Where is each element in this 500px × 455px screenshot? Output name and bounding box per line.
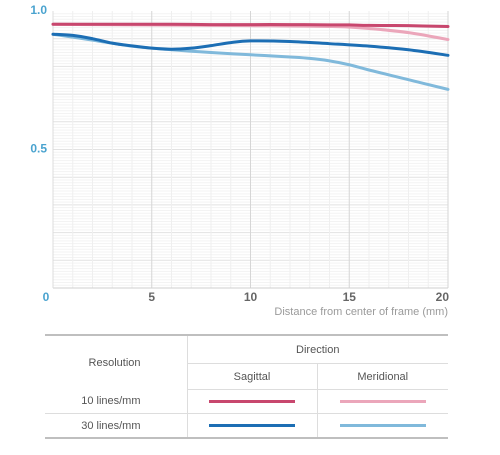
mtf-chart: 0.5 1.0 0 5 10 15 20 Distance from center of f… bbox=[30, 3, 450, 318]
chart-series bbox=[51, 22, 450, 91]
chart-ticks: 0.5 1.0 0 5 10 15 20 bbox=[30, 3, 449, 304]
x-tick-label: 10 bbox=[244, 290, 258, 304]
direction-header: Direction bbox=[187, 334, 448, 364]
legend-swatch-30-meridional bbox=[339, 424, 426, 428]
x-axis-label: Distance from center of frame (mm) bbox=[274, 306, 448, 318]
legend-swatch-10-meridional bbox=[339, 400, 426, 404]
x-tick-label: 0 bbox=[43, 290, 50, 304]
y-tick-label: 0.5 bbox=[30, 142, 47, 156]
legend-row-label: 10 lines/mm bbox=[45, 389, 188, 414]
x-tick-label: 20 bbox=[436, 290, 450, 304]
series-line-30-lines-mm-sagittal bbox=[51, 32, 450, 57]
legend-swatch-30-sagittal bbox=[209, 424, 295, 428]
legend-swatch-10-sagittal bbox=[209, 400, 295, 404]
y-tick-label: 1.0 bbox=[30, 3, 47, 17]
legend-row-30: 30 lines/mm bbox=[45, 413, 448, 439]
meridional-header: Meridional bbox=[317, 363, 448, 390]
chart-grid bbox=[52, 11, 449, 289]
resolution-header: Resolution bbox=[45, 334, 188, 390]
legend-table: Resolution Direction Sagittal Meridional… bbox=[45, 334, 448, 439]
sagittal-header: Sagittal bbox=[187, 363, 318, 390]
legend-row-10: 10 lines/mm bbox=[45, 389, 448, 414]
x-tick-label: 5 bbox=[148, 290, 155, 304]
legend-row-label: 30 lines/mm bbox=[45, 413, 188, 439]
series-line-10-lines-mm-sagittal bbox=[51, 22, 450, 29]
x-tick-label: 15 bbox=[343, 290, 357, 304]
